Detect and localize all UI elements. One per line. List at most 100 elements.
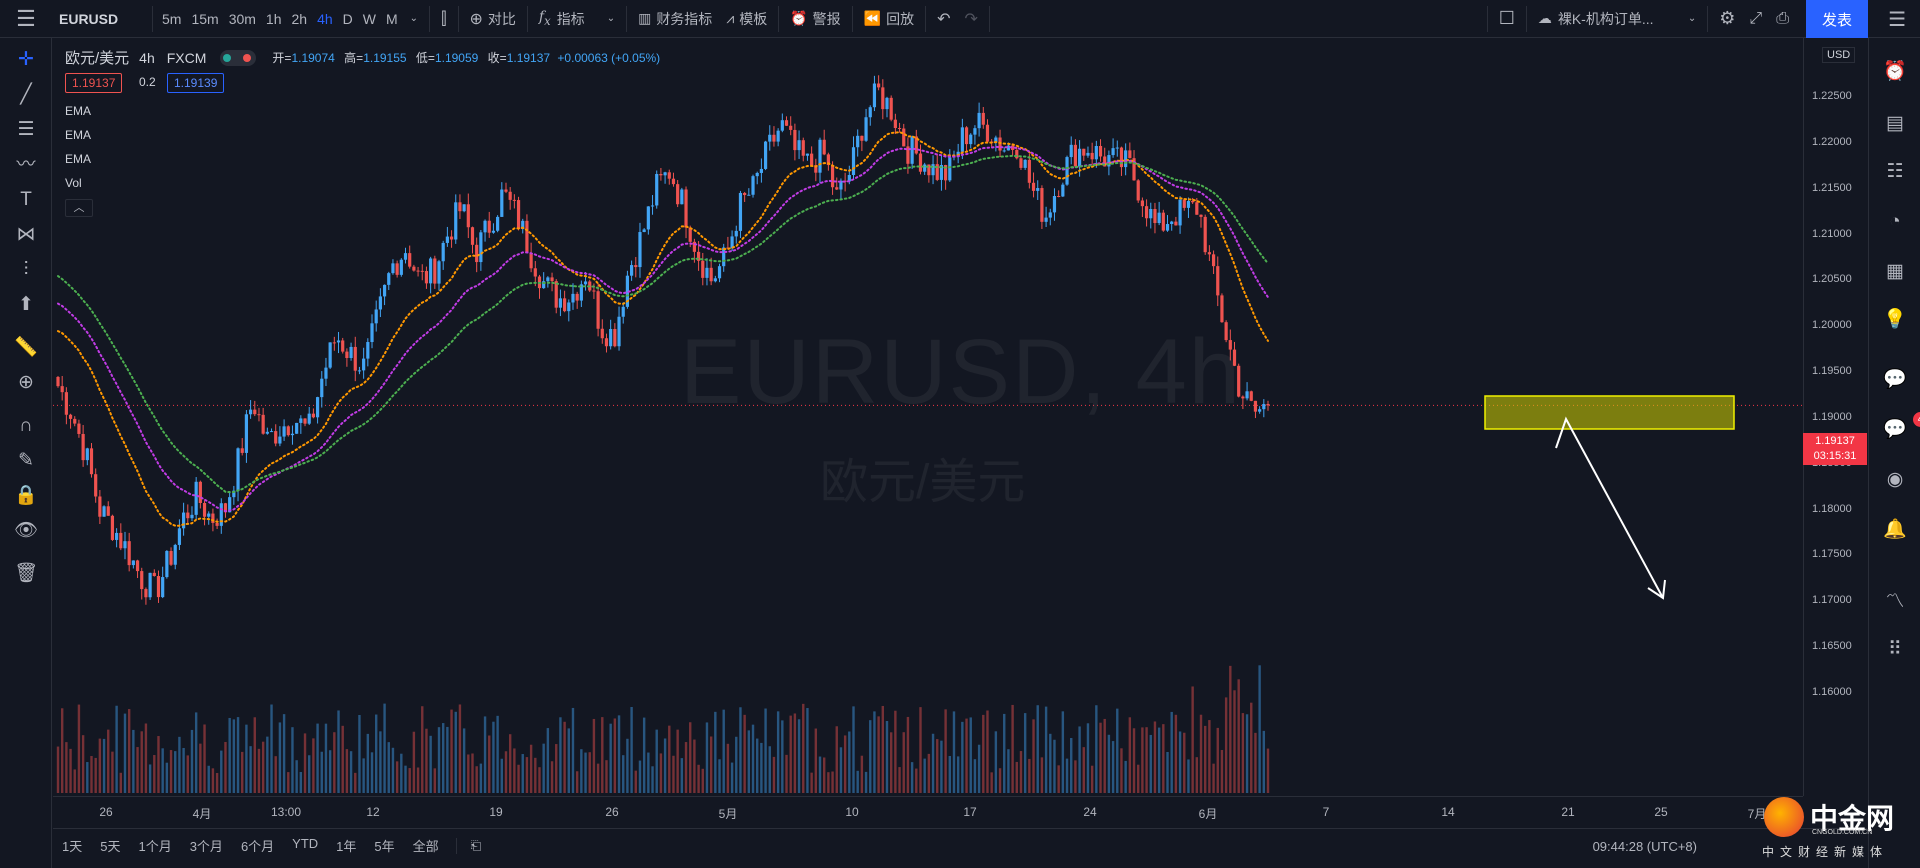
grid-dots-icon[interactable]: ⠿ — [1888, 639, 1902, 660]
alerts-button[interactable]: ⏰ 警报 — [783, 0, 847, 38]
candle-body — [533, 268, 537, 277]
timeframe-D[interactable]: D — [342, 10, 353, 27]
volume-bar — [504, 751, 508, 793]
financials-button[interactable]: ▥ 财务指标 — [631, 0, 719, 38]
xabcd-pattern-icon[interactable]: ⋈ — [16, 224, 36, 245]
range-button[interactable]: 全部 — [412, 839, 439, 854]
indicator-ema-2[interactable]: EMA — [65, 128, 92, 142]
fullscreen-square-icon[interactable]: ☐ — [1498, 8, 1515, 28]
arrow-up-icon[interactable]: ⬆ — [18, 294, 34, 315]
volume-bar — [701, 768, 704, 793]
candle-body — [558, 298, 563, 308]
timeframe-15m[interactable]: 15m — [191, 10, 219, 27]
market-status-toggle[interactable] — [220, 49, 257, 66]
lock-icon[interactable]: 🔒 — [14, 485, 38, 506]
symbol-search-button[interactable]: EURUSD — [59, 10, 119, 27]
range-button[interactable]: 1天 — [62, 839, 83, 854]
timeframe-M[interactable]: M — [386, 10, 398, 27]
volume-bar — [400, 753, 403, 793]
range-button[interactable]: 5天 — [100, 839, 121, 854]
price-scale[interactable]: 1.22500 1.22000 1.21500 1.21000 1.20500 1.200… — [1803, 38, 1867, 796]
volume-bar — [1090, 765, 1094, 793]
indicators-button[interactable]: fx 指标 ⌄ — [532, 0, 622, 38]
menu-icon[interactable]: ☰ — [16, 5, 36, 31]
candle-body — [1195, 202, 1199, 215]
compare-button[interactable]: ⊕ 对比 — [463, 0, 523, 38]
timeframe-2h[interactable]: 2h — [291, 10, 308, 27]
range-button[interactable]: 1个月 — [138, 839, 172, 854]
calendar-icon[interactable]: ▦ — [1886, 261, 1904, 282]
chat-icon[interactable]: 💬 — [1883, 369, 1907, 390]
candle-body — [763, 141, 768, 169]
zoom-in-icon[interactable]: ⊕ — [18, 372, 34, 393]
alarm-clock-icon[interactable]: ⏰ — [1883, 61, 1907, 82]
ruler-icon[interactable]: 📏 — [14, 337, 38, 358]
symbol-name[interactable]: 欧元/美元 — [65, 50, 130, 67]
publish-button[interactable]: 发表 — [1806, 0, 1868, 38]
idea-bulb-icon[interactable]: 💡 — [1883, 309, 1907, 330]
indicator-volume[interactable]: Vol — [65, 176, 82, 190]
data-window-icon[interactable]: ☷ — [1886, 161, 1904, 182]
volume-bar — [990, 772, 993, 793]
volume-bar — [1166, 751, 1169, 793]
notifications-chat-icon[interactable]: 💬4 — [1883, 412, 1920, 442]
cngold-logo: 中金网 CNGOLD.COM.CN 中文财经新媒体 — [1760, 793, 1920, 868]
sell-price-button[interactable]: 1.19137 — [65, 73, 123, 93]
expand-icon[interactable]: ⤢ — [1749, 9, 1763, 27]
settings-gear-icon[interactable]: ⚙ — [1719, 8, 1736, 28]
redo-icon[interactable]: ↷ — [964, 10, 978, 28]
chevron-down-icon[interactable]: ⌄ — [409, 13, 419, 24]
currency-label[interactable]: USD — [1822, 47, 1856, 63]
prediction-icon[interactable]: ⫶ — [23, 259, 29, 280]
range-button[interactable]: 1年 — [336, 839, 357, 854]
range-button[interactable]: 3个月 — [189, 839, 223, 854]
layout-name-button[interactable]: ☁ 裸K-机构订单... — [1531, 0, 1681, 38]
camera-icon[interactable]: ⎙ — [1776, 9, 1789, 27]
volume-bar — [1203, 725, 1207, 793]
candle-body — [676, 184, 680, 205]
goto-date-icon[interactable]: ⎗ — [455, 837, 490, 854]
timeframe-W[interactable]: W — [362, 10, 376, 27]
trash-icon[interactable]: 🗑 — [14, 563, 39, 584]
undo-icon[interactable]: ↶ — [937, 10, 951, 28]
news-icon[interactable]: ▤ — [1886, 113, 1904, 134]
chevron-down-icon[interactable]: ⌄ — [606, 13, 616, 24]
time-tick-label: 7 — [1322, 805, 1330, 819]
candle-body — [1161, 212, 1165, 231]
timeframe-30m[interactable]: 30m — [228, 10, 256, 27]
range-button[interactable]: 5年 — [374, 839, 395, 854]
candle-style-icon[interactable]: ⫿ — [441, 8, 447, 28]
clock-timezone[interactable]: 09:44:28 (UTC+8) — [1592, 839, 1697, 854]
collapse-legend-button[interactable]: ︿ — [65, 199, 93, 217]
pencil-lock-icon[interactable]: ✎ — [18, 450, 34, 471]
indicator-ema-1[interactable]: EMA — [65, 104, 92, 118]
timeframe-4h[interactable]: 4h — [317, 10, 333, 27]
timeframe-1h[interactable]: 1h — [265, 10, 282, 27]
replay-button[interactable]: ⏪ 回放 — [857, 0, 921, 38]
bell-icon[interactable]: 🔔 — [1883, 519, 1907, 540]
trend-line-icon[interactable]: ╱ — [20, 84, 32, 105]
streams-icon[interactable]: 〽 — [1885, 591, 1905, 612]
volume-bar — [303, 733, 307, 793]
buy-price-button[interactable]: 1.19139 — [167, 73, 225, 93]
volume-bar — [253, 717, 256, 793]
horizontal-lines-icon[interactable]: ☰ — [17, 119, 35, 140]
chevron-down-icon[interactable]: ⌄ — [1687, 13, 1697, 24]
price-chart[interactable] — [53, 38, 1803, 830]
range-button[interactable]: 6个月 — [240, 839, 275, 854]
text-icon[interactable]: T — [20, 189, 32, 210]
eye-icon[interactable]: 👁 — [14, 520, 39, 541]
volume-bar — [546, 728, 550, 793]
signals-icon[interactable]: ◉ — [1886, 469, 1904, 490]
magnet-icon[interactable]: ∩ — [19, 415, 33, 436]
hotlist-icon[interactable]: ◔ — [1889, 211, 1901, 232]
crosshair-icon[interactable]: ✛ — [18, 49, 34, 70]
pattern-icon[interactable]: 〰 — [16, 154, 36, 175]
timeframe-5m[interactable]: 5m — [162, 10, 182, 27]
indicator-ema-3[interactable]: EMA — [65, 152, 92, 166]
range-button[interactable]: YTD — [292, 836, 319, 851]
time-scale[interactable]: 26 4月 13:00 12 19 26 5月 10 17 24 6月 7 14 21 25 7月 — [53, 796, 1803, 824]
watchlist-icon[interactable]: ☰ — [1888, 9, 1906, 31]
templates-button[interactable]: ⩘ 模板 — [719, 0, 774, 38]
ema-slow-line — [57, 154, 1269, 494]
